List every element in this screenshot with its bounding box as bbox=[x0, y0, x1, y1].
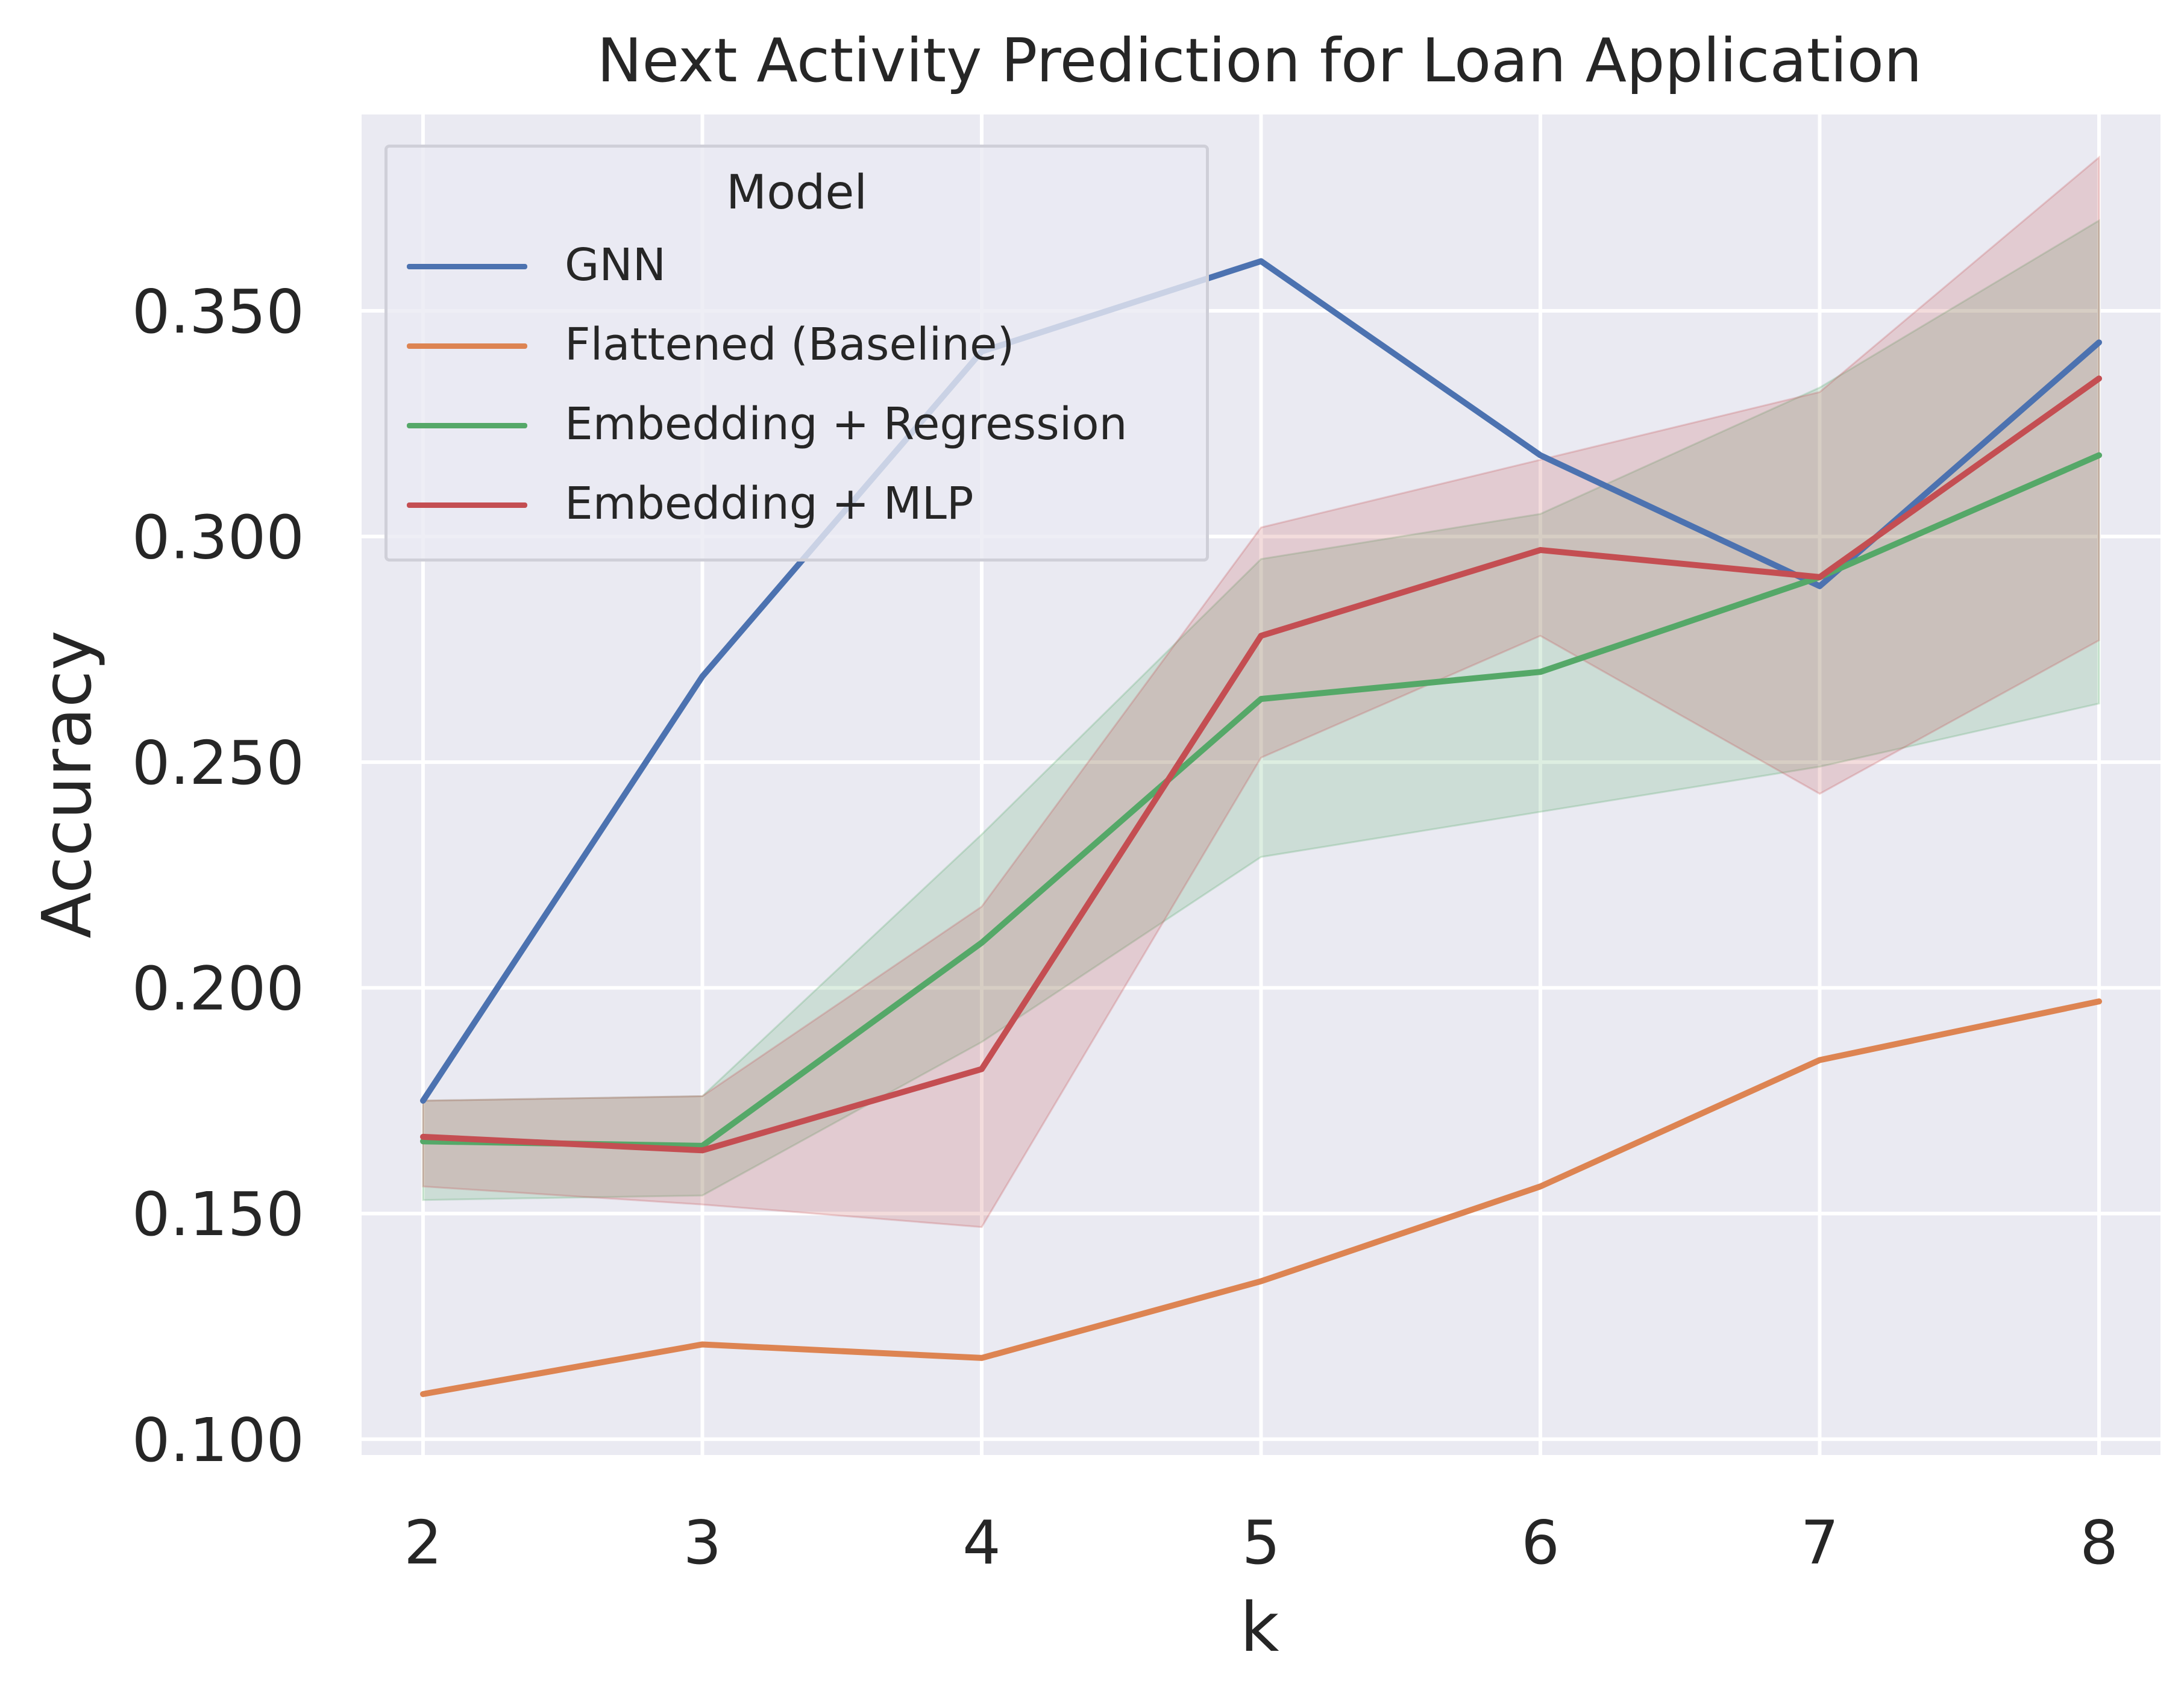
x-tick-label: 5 bbox=[1242, 1507, 1281, 1578]
legend: Model GNN Flattened (Baseline) Embedding… bbox=[384, 145, 1209, 562]
x-tick-label: 2 bbox=[404, 1507, 442, 1578]
legend-label-embedding-mlp: Embedding + MLP bbox=[565, 478, 974, 530]
y-tick-label: 0.200 bbox=[132, 954, 304, 1024]
series-lines bbox=[419, 258, 2103, 1397]
y-tick-label: 0.300 bbox=[132, 502, 304, 572]
x-tick-label: 7 bbox=[1801, 1507, 1839, 1578]
legend-item-gnn: GNN bbox=[407, 238, 1190, 292]
band-embedding-regression bbox=[422, 219, 2100, 1201]
legend-label-flattened-baseline: Flattened (Baseline) bbox=[565, 319, 1015, 371]
y-tick-labels: 0.100 0.150 0.200 0.250 0.300 0.350 bbox=[132, 277, 304, 1475]
x-tick-label: 3 bbox=[683, 1507, 722, 1578]
x-tick-label: 6 bbox=[1521, 1507, 1560, 1578]
x-tick-label: 8 bbox=[2080, 1507, 2118, 1578]
legend-item-embedding-mlp: Embedding + MLP bbox=[407, 477, 1190, 531]
x-tick-label: 4 bbox=[962, 1507, 1001, 1578]
series-line-embedding-mlp bbox=[419, 375, 2103, 1154]
legend-swatch-flattened-baseline bbox=[407, 343, 527, 349]
y-axis-label: Accuracy bbox=[28, 630, 107, 938]
legend-item-flattened-baseline: Flattened (Baseline) bbox=[407, 318, 1190, 372]
y-tick-label: 0.150 bbox=[132, 1179, 304, 1250]
legend-item-embedding-regression: Embedding + Regression bbox=[407, 397, 1190, 451]
legend-swatch-embedding-mlp bbox=[407, 502, 527, 508]
legend-swatch-embedding-regression bbox=[407, 423, 527, 428]
y-tick-label: 0.250 bbox=[132, 728, 304, 798]
legend-label-embedding-regression: Embedding + Regression bbox=[565, 398, 1128, 450]
band-embedding-mlp bbox=[422, 155, 2100, 1228]
y-tick-label: 0.350 bbox=[132, 277, 304, 347]
chart-title: Next Activity Prediction for Loan Applic… bbox=[597, 25, 1922, 96]
y-tick-label: 0.100 bbox=[132, 1405, 304, 1475]
series-line-gnn bbox=[419, 258, 2103, 1104]
legend-title: Model bbox=[726, 166, 868, 220]
x-axis-label: k bbox=[1240, 1589, 1279, 1667]
x-tick-labels: 2 3 4 5 6 7 8 bbox=[404, 1507, 2118, 1578]
confidence-bands bbox=[422, 155, 2100, 1228]
legend-label-gnn: GNN bbox=[565, 239, 667, 291]
series-line-flattened-baseline bbox=[419, 998, 2103, 1397]
legend-swatch-gnn bbox=[407, 264, 527, 269]
